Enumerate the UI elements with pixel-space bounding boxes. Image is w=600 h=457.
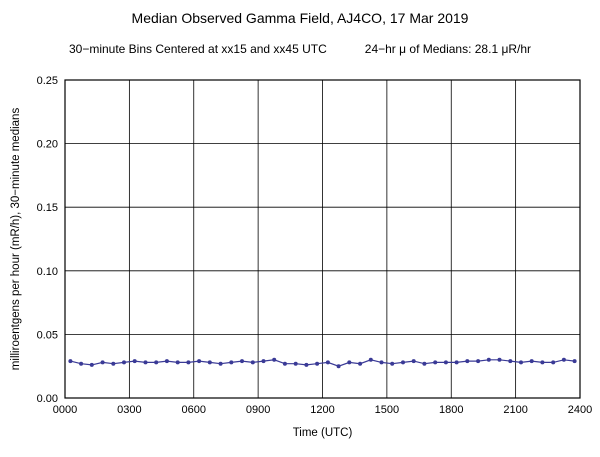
subtitle-bins-note: 30−minute Bins Centered at xx15 and xx45…: [68, 42, 327, 56]
svg-text:Time (UTC): Time (UTC): [293, 427, 353, 439]
svg-text:0.15: 0.15: [37, 202, 58, 214]
svg-text:0900: 0900: [246, 404, 270, 416]
svg-text:0300: 0300: [117, 404, 141, 416]
svg-text:0.05: 0.05: [37, 329, 58, 341]
svg-text:1800: 1800: [439, 404, 463, 416]
svg-text:0000: 0000: [53, 404, 77, 416]
chart-title: Median Observed Gamma Field, AJ4CO, 17 M…: [131, 10, 469, 26]
svg-text:0.20: 0.20: [37, 139, 58, 151]
svg-text:1500: 1500: [375, 404, 399, 416]
svg-text:1200: 1200: [310, 404, 334, 416]
chart-subtitle: 30−minute Bins Centered at xx15 and xx45…: [0, 42, 600, 56]
subtitle-mean-of-medians: 24−hr μ of Medians: 28.1 μR/hr: [364, 42, 532, 56]
svg-text:0.00: 0.00: [37, 393, 58, 405]
svg-text:2400: 2400: [568, 404, 592, 416]
svg-text:2100: 2100: [503, 404, 527, 416]
svg-text:0.25: 0.25: [37, 75, 58, 87]
svg-text:0.10: 0.10: [37, 266, 58, 278]
svg-text:0600: 0600: [182, 404, 206, 416]
svg-text:milliroentgens per hour (mR/h): milliroentgens per hour (mR/h), 30−minut…: [10, 108, 22, 371]
